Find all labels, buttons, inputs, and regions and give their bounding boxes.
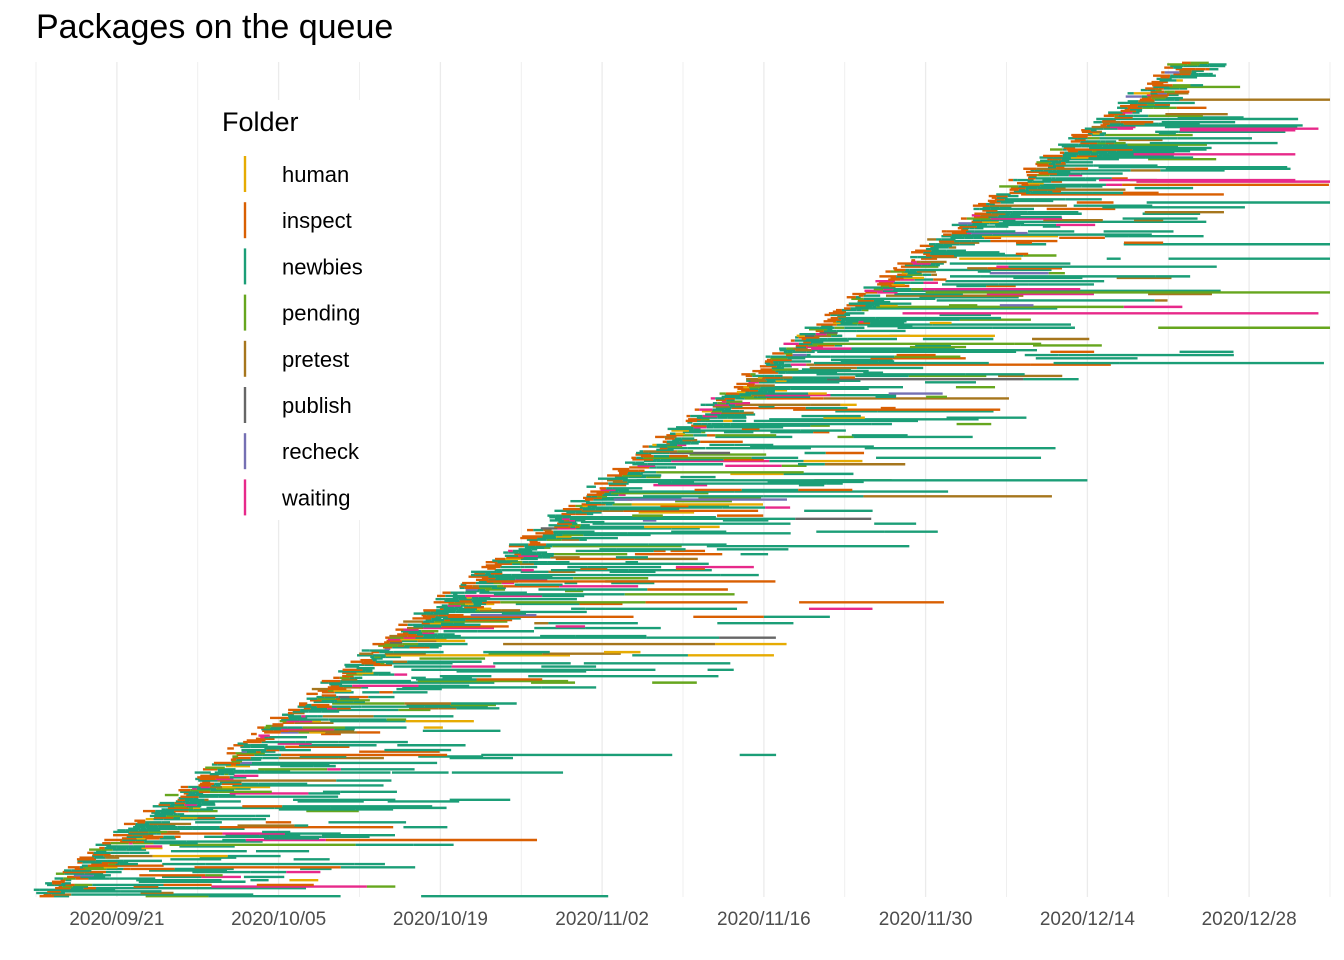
legend-title: Folder — [222, 107, 299, 137]
legend-label-publish: publish — [282, 393, 352, 418]
legend-label-human: human — [282, 162, 349, 187]
bars — [33, 61, 1330, 898]
x-tick-label: 2020/10/19 — [393, 909, 488, 930]
legend-background — [210, 100, 380, 520]
legend-label-inspect: inspect — [282, 208, 352, 233]
x-tick-label: 2020/10/05 — [231, 909, 326, 930]
legend-label-pretest: pretest — [282, 347, 349, 372]
legend-label-pending: pending — [282, 301, 360, 326]
x-tick-label: 2020/11/30 — [879, 909, 973, 930]
x-tick-label: 2020/11/02 — [555, 909, 649, 930]
chart-title: Packages on the queue — [36, 8, 394, 46]
x-tick-label: 2020/12/14 — [1040, 909, 1136, 930]
x-axis: 2020/09/21 2020/10/05 2020/10/19 2020/11/02… — [69, 909, 1296, 930]
legend-label-newbies: newbies — [282, 254, 363, 279]
x-tick-label: 2020/09/21 — [69, 909, 164, 930]
legend: Folder human inspect newbies pending pretest p… — [210, 100, 380, 520]
x-tick-label: 2020/11/16 — [717, 909, 811, 930]
x-tick-label: 2020/12/28 — [1202, 909, 1297, 930]
legend-label-recheck: recheck — [282, 439, 360, 464]
legend-label-waiting: waiting — [281, 485, 350, 510]
